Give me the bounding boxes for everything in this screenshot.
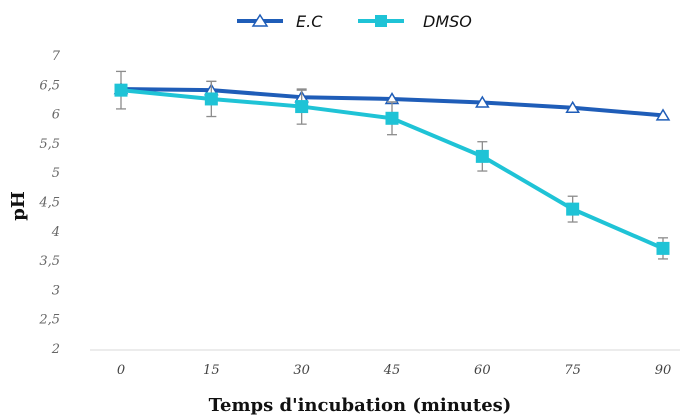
legend: E.C DMSO xyxy=(237,12,472,31)
y-tick-label: 6,5 xyxy=(39,78,60,93)
x-tick-label: 60 xyxy=(474,363,491,378)
x-tick-label: 45 xyxy=(383,363,401,378)
x-tick-label: 0 xyxy=(117,363,125,378)
data-point-triangle xyxy=(565,100,580,113)
y-tick-label: 5 xyxy=(52,166,60,181)
legend-item-ec: E.C xyxy=(237,12,323,31)
y-tick-label: 7 xyxy=(52,49,61,64)
legend-label-ec: E.C xyxy=(296,12,323,31)
data-point-triangle xyxy=(475,95,490,108)
data-point-square xyxy=(566,202,580,216)
y-tick-labels: 2 2,5 3 3,5 4 4,5 5 5,5 6 6,5 7 xyxy=(38,49,60,357)
data-point-square xyxy=(475,149,489,163)
y-tick-label: 3,5 xyxy=(39,254,60,269)
data-point-square xyxy=(656,241,670,255)
x-tick-label: 75 xyxy=(564,363,581,378)
x-tick-labels: 0 15 30 45 60 75 90 xyxy=(117,363,671,378)
y-tick-label: 4,5 xyxy=(38,196,60,211)
series-dmso xyxy=(114,70,670,260)
legend-marker-ec-triangle-icon xyxy=(251,13,269,27)
y-axis-title: pH xyxy=(8,191,29,221)
x-tick-label: 90 xyxy=(655,363,672,378)
y-tick-label: 6 xyxy=(52,108,60,123)
y-tick-label: 3 xyxy=(52,283,60,298)
y-tick-label: 5,5 xyxy=(39,137,60,152)
y-tick-label: 2 xyxy=(51,342,60,357)
data-point-triangle xyxy=(655,108,671,121)
series-layer xyxy=(113,70,671,260)
x-tick-label: 15 xyxy=(203,363,220,378)
data-point-square xyxy=(114,83,128,97)
x-axis-title: Temps d'incubation (minutes) xyxy=(209,395,512,416)
data-point-square xyxy=(295,100,309,114)
data-point-square xyxy=(385,111,399,125)
legend-label-dmso: DMSO xyxy=(423,12,472,31)
legend-item-dmso: DMSO xyxy=(358,12,472,31)
data-point-square xyxy=(204,92,218,106)
legend-marker-dmso-square-icon xyxy=(375,15,387,27)
y-tick-label: 2,5 xyxy=(38,313,60,328)
x-tick-label: 30 xyxy=(293,363,310,378)
y-tick-label: 4 xyxy=(51,225,60,240)
